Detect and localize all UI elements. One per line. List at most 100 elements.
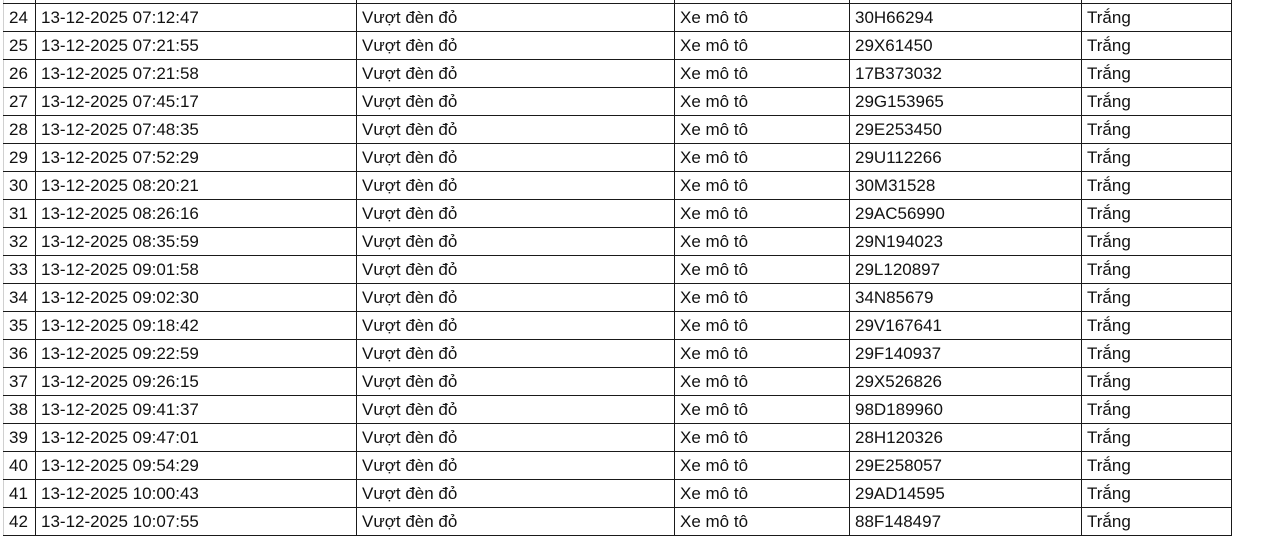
vehicle-type-cell[interactable]: Xe mô tô — [674, 423, 850, 452]
vehicle-type-cell[interactable]: Xe mô tô — [674, 227, 850, 256]
row-number-cell[interactable]: 32 — [3, 227, 36, 256]
timestamp-cell[interactable]: 13-12-2025 07:12:47 — [35, 3, 357, 32]
plate-color-cell[interactable]: Trắng — [1081, 311, 1232, 340]
license-plate-cell[interactable]: 28H120326 — [849, 423, 1082, 452]
vehicle-type-cell[interactable]: Xe mô tô — [674, 255, 850, 284]
violation-cell[interactable]: Vượt đèn đỏ — [356, 255, 675, 284]
vehicle-type-cell[interactable]: Xe mô tô — [674, 339, 850, 368]
vehicle-type-cell[interactable]: Xe mô tô — [674, 59, 850, 88]
timestamp-cell[interactable]: 13-12-2025 08:26:16 — [35, 199, 357, 228]
row-number-cell[interactable]: 40 — [3, 451, 36, 480]
plate-color-cell[interactable]: Trắng — [1081, 87, 1232, 116]
timestamp-cell[interactable]: 13-12-2025 09:41:37 — [35, 395, 357, 424]
violation-cell[interactable]: Vượt đèn đỏ — [356, 311, 675, 340]
plate-color-cell[interactable]: Trắng — [1081, 199, 1232, 228]
plate-color-cell[interactable]: Trắng — [1081, 3, 1232, 32]
vehicle-type-cell[interactable]: Xe mô tô — [674, 283, 850, 312]
row-number-cell[interactable]: 27 — [3, 87, 36, 116]
timestamp-cell[interactable]: 13-12-2025 09:01:58 — [35, 255, 357, 284]
license-plate-cell[interactable]: 29E253450 — [849, 115, 1082, 144]
timestamp-cell[interactable]: 13-12-2025 08:35:59 — [35, 227, 357, 256]
row-number-cell[interactable]: 30 — [3, 171, 36, 200]
violation-cell[interactable]: Vượt đèn đỏ — [356, 367, 675, 396]
timestamp-cell[interactable]: 13-12-2025 07:21:55 — [35, 31, 357, 60]
plate-color-cell[interactable]: Trắng — [1081, 115, 1232, 144]
plate-color-cell[interactable]: Trắng — [1081, 31, 1232, 60]
violation-cell[interactable]: Vượt đèn đỏ — [356, 479, 675, 508]
license-plate-cell[interactable]: 29F140937 — [849, 339, 1082, 368]
timestamp-cell[interactable]: 13-12-2025 08:20:21 — [35, 171, 357, 200]
row-number-cell[interactable]: 28 — [3, 115, 36, 144]
plate-color-cell[interactable]: Trắng — [1081, 339, 1232, 368]
violation-cell[interactable]: Vượt đèn đỏ — [356, 3, 675, 32]
license-plate-cell[interactable]: 29L120897 — [849, 255, 1082, 284]
license-plate-cell[interactable]: 29AC56990 — [849, 199, 1082, 228]
row-number-cell[interactable]: 31 — [3, 199, 36, 228]
violation-cell[interactable]: Vượt đèn đỏ — [356, 339, 675, 368]
violation-cell[interactable]: Vượt đèn đỏ — [356, 31, 675, 60]
violation-cell[interactable]: Vượt đèn đỏ — [356, 171, 675, 200]
vehicle-type-cell[interactable]: Xe mô tô — [674, 31, 850, 60]
timestamp-cell[interactable]: 13-12-2025 10:00:43 — [35, 479, 357, 508]
license-plate-cell[interactable]: 29U112266 — [849, 143, 1082, 172]
row-number-cell[interactable]: 35 — [3, 311, 36, 340]
violation-cell[interactable]: Vượt đèn đỏ — [356, 423, 675, 452]
license-plate-cell[interactable]: 88F148497 — [849, 507, 1082, 536]
violation-cell[interactable]: Vượt đèn đỏ — [356, 87, 675, 116]
vehicle-type-cell[interactable]: Xe mô tô — [674, 507, 850, 536]
timestamp-cell[interactable]: 13-12-2025 09:18:42 — [35, 311, 357, 340]
plate-color-cell[interactable]: Trắng — [1081, 255, 1232, 284]
timestamp-cell[interactable]: 13-12-2025 09:47:01 — [35, 423, 357, 452]
row-number-cell[interactable]: 33 — [3, 255, 36, 284]
timestamp-cell[interactable]: 13-12-2025 09:22:59 — [35, 339, 357, 368]
vehicle-type-cell[interactable]: Xe mô tô — [674, 3, 850, 32]
row-number-cell[interactable]: 37 — [3, 367, 36, 396]
vehicle-type-cell[interactable]: Xe mô tô — [674, 171, 850, 200]
license-plate-cell[interactable]: 29V167641 — [849, 311, 1082, 340]
license-plate-cell[interactable]: 98D189960 — [849, 395, 1082, 424]
plate-color-cell[interactable]: Trắng — [1081, 227, 1232, 256]
plate-color-cell[interactable]: Trắng — [1081, 451, 1232, 480]
row-number-cell[interactable]: 38 — [3, 395, 36, 424]
row-number-cell[interactable]: 29 — [3, 143, 36, 172]
license-plate-cell[interactable]: 30H66294 — [849, 3, 1082, 32]
timestamp-cell[interactable]: 13-12-2025 07:52:29 — [35, 143, 357, 172]
timestamp-cell[interactable]: 13-12-2025 09:26:15 — [35, 367, 357, 396]
vehicle-type-cell[interactable]: Xe mô tô — [674, 115, 850, 144]
row-number-cell[interactable]: 24 — [3, 3, 36, 32]
license-plate-cell[interactable]: 29G153965 — [849, 87, 1082, 116]
vehicle-type-cell[interactable]: Xe mô tô — [674, 311, 850, 340]
plate-color-cell[interactable]: Trắng — [1081, 395, 1232, 424]
plate-color-cell[interactable]: Trắng — [1081, 283, 1232, 312]
timestamp-cell[interactable]: 13-12-2025 10:07:55 — [35, 507, 357, 536]
license-plate-cell[interactable]: 29X526826 — [849, 367, 1082, 396]
plate-color-cell[interactable]: Trắng — [1081, 143, 1232, 172]
violation-cell[interactable]: Vượt đèn đỏ — [356, 507, 675, 536]
vehicle-type-cell[interactable]: Xe mô tô — [674, 395, 850, 424]
violation-cell[interactable]: Vượt đèn đỏ — [356, 451, 675, 480]
license-plate-cell[interactable]: 29X61450 — [849, 31, 1082, 60]
violation-cell[interactable]: Vượt đèn đỏ — [356, 59, 675, 88]
violation-cell[interactable]: Vượt đèn đỏ — [356, 143, 675, 172]
violation-cell[interactable]: Vượt đèn đỏ — [356, 199, 675, 228]
plate-color-cell[interactable]: Trắng — [1081, 367, 1232, 396]
violation-cell[interactable]: Vượt đèn đỏ — [356, 395, 675, 424]
license-plate-cell[interactable]: 30M31528 — [849, 171, 1082, 200]
plate-color-cell[interactable]: Trắng — [1081, 507, 1232, 536]
license-plate-cell[interactable]: 29AD14595 — [849, 479, 1082, 508]
violation-cell[interactable]: Vượt đèn đỏ — [356, 227, 675, 256]
row-number-cell[interactable]: 36 — [3, 339, 36, 368]
vehicle-type-cell[interactable]: Xe mô tô — [674, 367, 850, 396]
plate-color-cell[interactable]: Trắng — [1081, 479, 1232, 508]
timestamp-cell[interactable]: 13-12-2025 07:48:35 — [35, 115, 357, 144]
violation-cell[interactable]: Vượt đèn đỏ — [356, 283, 675, 312]
license-plate-cell[interactable]: 29N194023 — [849, 227, 1082, 256]
license-plate-cell[interactable]: 17B373032 — [849, 59, 1082, 88]
license-plate-cell[interactable]: 34N85679 — [849, 283, 1082, 312]
row-number-cell[interactable]: 34 — [3, 283, 36, 312]
vehicle-type-cell[interactable]: Xe mô tô — [674, 479, 850, 508]
vehicle-type-cell[interactable]: Xe mô tô — [674, 451, 850, 480]
license-plate-cell[interactable]: 29E258057 — [849, 451, 1082, 480]
plate-color-cell[interactable]: Trắng — [1081, 423, 1232, 452]
vehicle-type-cell[interactable]: Xe mô tô — [674, 143, 850, 172]
